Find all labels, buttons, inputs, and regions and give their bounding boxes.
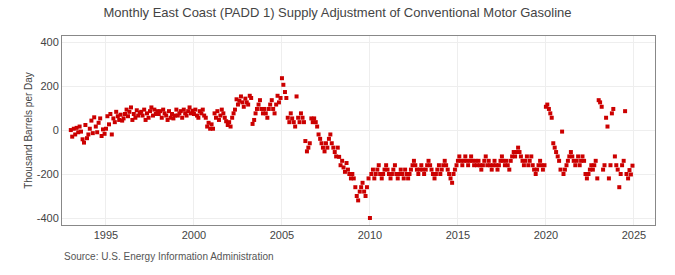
svg-text:2000: 2000 [182,229,206,241]
svg-text:2025: 2025 [622,229,646,241]
svg-text:2005: 2005 [270,229,294,241]
svg-text:2020: 2020 [534,229,558,241]
svg-text:Source: U.S. Energy Informatio: Source: U.S. Energy Information Administ… [64,251,274,262]
svg-text:200: 200 [40,80,58,92]
svg-text:2015: 2015 [446,229,470,241]
svg-text:0: 0 [53,124,59,136]
svg-text:400: 400 [40,36,58,48]
svg-text:Thousand Barrels per Day: Thousand Barrels per Day [23,72,34,189]
svg-text:1995: 1995 [94,229,118,241]
svg-text:-200: -200 [37,168,59,180]
svg-text:Monthly East Coast (PADD 1) Su: Monthly East Coast (PADD 1) Supply Adjus… [104,5,572,20]
svg-text:-400: -400 [37,212,59,224]
svg-text:2010: 2010 [358,229,382,241]
